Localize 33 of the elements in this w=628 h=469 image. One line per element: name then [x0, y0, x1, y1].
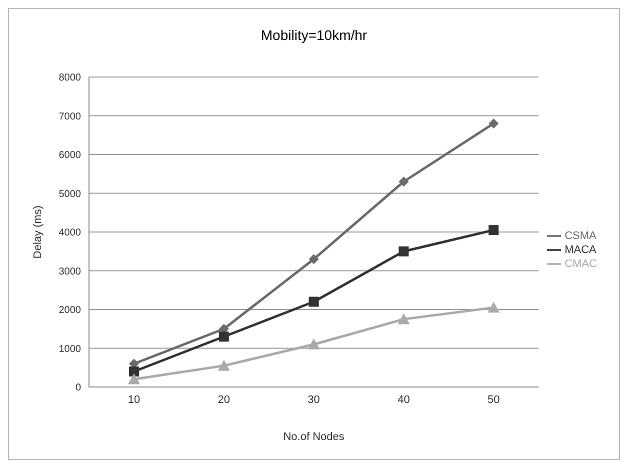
point	[308, 254, 319, 264]
legend-label: CSMA	[564, 229, 596, 242]
y-tick-label: 0	[75, 382, 82, 394]
point	[218, 360, 230, 371]
chart-title: Mobility=10km/hr	[260, 27, 368, 45]
point	[128, 373, 140, 384]
point	[129, 366, 139, 376]
point	[488, 225, 499, 236]
point	[488, 302, 500, 313]
point	[308, 296, 319, 307]
y-tick-label: 7000	[58, 111, 82, 122]
y-tick-label: 2000	[58, 305, 82, 316]
y-tick-label: 3000	[58, 266, 82, 278]
x-axis-title: No.of Nodes	[283, 431, 345, 443]
x-tick-label: 50	[487, 394, 500, 406]
point	[398, 246, 409, 256]
y-tick-label: 1000	[58, 344, 82, 355]
x-tick-label: 20	[218, 394, 230, 406]
y-tick-label: 6000	[58, 150, 82, 162]
legend-label: MACA	[564, 243, 596, 256]
x-tick-label: 10	[128, 394, 140, 406]
x-tick-label: 30	[308, 394, 320, 406]
point	[308, 338, 320, 350]
point	[488, 118, 499, 128]
y-axis-title: Delay (ms)	[32, 205, 44, 259]
point	[218, 332, 229, 342]
point	[398, 176, 409, 187]
x-tick-label: 40	[398, 394, 410, 406]
y-tick-label: 8000	[58, 72, 82, 84]
legend-label: CMAC	[564, 257, 597, 270]
point	[398, 313, 410, 324]
y-tick-label: 4000	[58, 228, 82, 239]
y-tick-label: 5000	[58, 188, 82, 200]
